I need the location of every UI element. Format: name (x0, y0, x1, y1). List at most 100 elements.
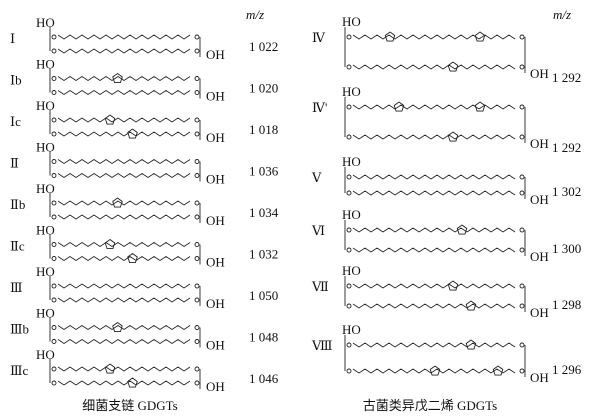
chain (58, 243, 190, 247)
ho-label: HO (36, 98, 55, 113)
mz-header: m/z (246, 7, 264, 22)
ether-oxygen (347, 248, 351, 252)
chain (353, 369, 515, 373)
oh-label: OH (530, 249, 549, 264)
ether-oxygen (195, 77, 199, 81)
chain (58, 201, 190, 205)
ring (105, 240, 115, 249)
ether-oxygen (520, 284, 524, 288)
ether-oxygen (52, 367, 56, 371)
chain (353, 135, 515, 139)
mz-value: 1 296 (552, 362, 582, 377)
ether-oxygen (195, 35, 199, 39)
chain (353, 35, 515, 39)
ether-oxygen (52, 160, 56, 164)
mz-value: 1 036 (249, 163, 279, 178)
mz-value: 1 032 (249, 246, 278, 261)
chain (58, 284, 190, 288)
ether-oxygen (195, 367, 199, 371)
ether-oxygen (52, 298, 56, 302)
ether-oxygen (347, 135, 351, 139)
ether-oxygen (52, 257, 56, 261)
ether-oxygen (52, 77, 56, 81)
ether-oxygen (520, 105, 524, 109)
ether-oxygen (347, 284, 351, 288)
ether-oxygen (195, 118, 199, 122)
chain (353, 248, 515, 252)
ether-oxygen (52, 215, 56, 219)
ho-label: HO (342, 263, 361, 278)
ether-oxygen (52, 91, 56, 95)
chain (58, 298, 190, 302)
chain (58, 381, 190, 385)
ether-oxygen (195, 298, 199, 302)
diagram: m/z m/z 细菌支链 GDGTs 古菌类异戊二烯 GDGTs ⅠHOOH1 … (0, 0, 592, 417)
compound-label: Ⅱc (10, 238, 25, 253)
ring (105, 115, 115, 124)
mz-value: 1 034 (249, 205, 279, 220)
ring (448, 132, 458, 141)
ether-oxygen (347, 369, 351, 373)
mz-value: 1 020 (249, 80, 278, 95)
compound-label: Ⅱb (10, 197, 25, 212)
mz-header: m/z (553, 7, 571, 22)
compound-label: Ⅴ (311, 170, 322, 185)
chain (58, 326, 190, 330)
compound-label: Ⅶ (311, 279, 329, 294)
ether-oxygen (520, 343, 524, 347)
oh-label: OH (530, 192, 549, 207)
mz-value: 1 022 (249, 39, 278, 54)
ether-oxygen (347, 343, 351, 347)
ring (448, 281, 458, 290)
mz-value: 1 050 (249, 288, 278, 303)
chain (58, 160, 190, 164)
chain (58, 35, 190, 39)
compound-label: Ⅰc (10, 114, 21, 129)
mz-value: 1 300 (552, 241, 581, 256)
oh-label: OH (206, 47, 225, 62)
ho-label: HO (36, 222, 55, 237)
oh-label: OH (206, 337, 225, 352)
chain (353, 304, 515, 308)
compound-label: Ⅰ (10, 31, 15, 46)
oh-label: OH (206, 130, 225, 145)
compound-label: Ⅲb (10, 321, 29, 336)
ether-oxygen (52, 174, 56, 178)
ether-oxygen (195, 381, 199, 385)
chain (58, 91, 190, 95)
ether-oxygen (195, 243, 199, 247)
ether-oxygen (195, 257, 199, 261)
mz-value: 1 048 (249, 329, 278, 344)
caption: 古菌类异戊二烯 GDGTs (363, 398, 498, 413)
ether-oxygen (52, 340, 56, 344)
chain (58, 367, 190, 371)
chain (58, 132, 190, 136)
ho-label: HO (342, 154, 361, 169)
ho-label: HO (36, 347, 55, 362)
chain (58, 174, 190, 178)
ether-oxygen (520, 35, 524, 39)
chain (58, 215, 190, 219)
ether-oxygen (520, 175, 524, 179)
chain (58, 77, 190, 81)
ho-label: HO (342, 207, 361, 222)
ho-label: HO (36, 56, 55, 71)
mz-value: 1 292 (552, 140, 581, 155)
mz-value: 1 046 (249, 371, 279, 386)
ether-oxygen (52, 326, 56, 330)
ether-oxygen (520, 135, 524, 139)
ether-oxygen (347, 65, 351, 69)
ether-oxygen (195, 284, 199, 288)
ether-oxygen (520, 191, 524, 195)
oh-label: OH (530, 305, 549, 320)
mz-value: 1 302 (552, 184, 581, 199)
chain (58, 49, 190, 53)
compound-label: Ⅱ (10, 155, 19, 170)
ho-label: HO (342, 84, 361, 99)
ring (448, 62, 458, 71)
ether-oxygen (520, 248, 524, 252)
ether-oxygen (195, 49, 199, 53)
oh-label: OH (530, 136, 549, 151)
mz-value: 1 298 (552, 297, 581, 312)
chain (353, 175, 515, 179)
